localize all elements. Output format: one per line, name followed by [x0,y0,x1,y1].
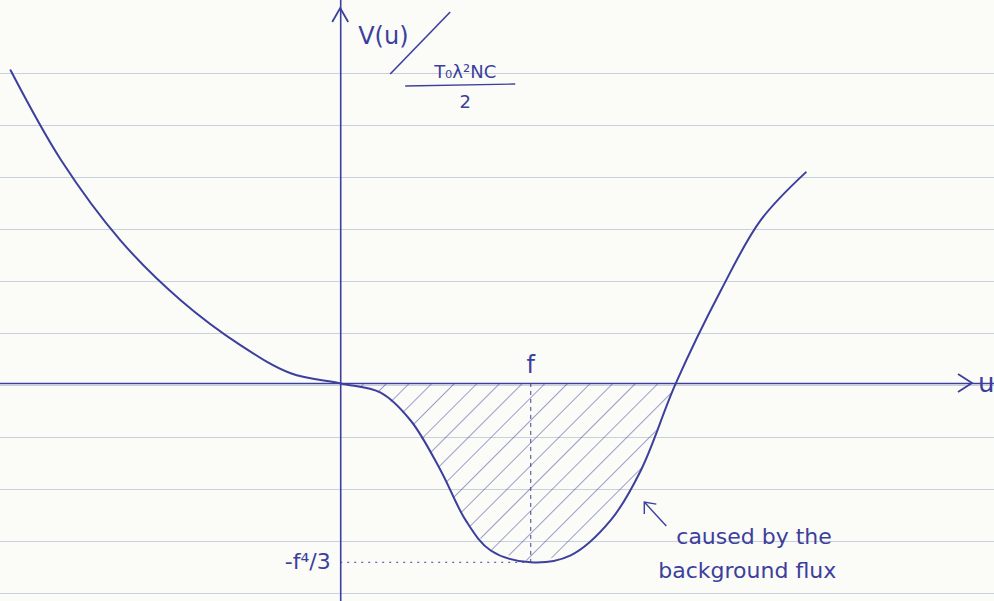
svg-text:2: 2 [459,91,470,112]
svg-text:background flux: background flux [658,558,836,583]
svg-text:f: f [527,351,536,379]
svg-text:caused by the: caused by the [676,524,832,549]
svg-text:-f⁴/3: -f⁴/3 [285,549,331,574]
svg-text:V(u): V(u) [358,22,408,50]
svg-text:u: u [978,368,994,398]
svg-text:T₀λ²NC: T₀λ²NC [433,61,496,82]
